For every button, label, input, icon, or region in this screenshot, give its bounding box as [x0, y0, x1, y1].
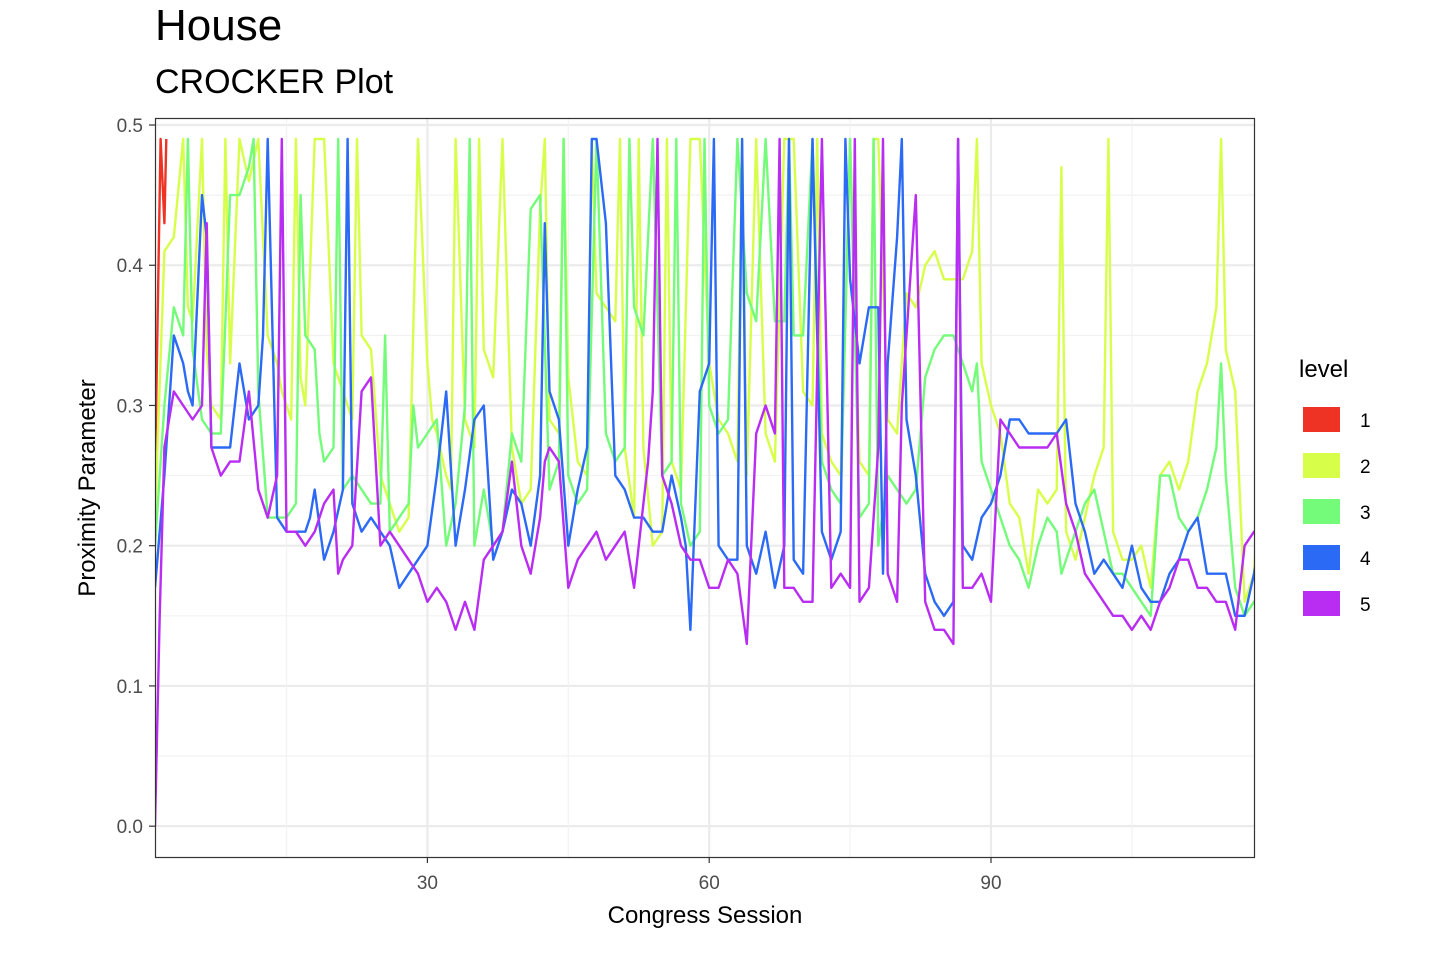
- y-tick-label: 0.5: [117, 116, 143, 137]
- plot-panel-border: [154, 117, 1256, 859]
- y-tick-label: 0.4: [117, 256, 144, 277]
- series-line-level-2: [155, 137, 1254, 603]
- x-axis-label: Congress Session: [608, 902, 803, 929]
- series-group: [155, 137, 1254, 827]
- series-line-level-1: [155, 137, 168, 476]
- legend-swatch-level-5: [1303, 591, 1340, 616]
- series-lines: [155, 137, 1254, 827]
- legend-swatch-level-4: [1303, 545, 1340, 570]
- series-line-level-5: [155, 137, 1254, 827]
- y-tick-label: 0.1: [117, 677, 143, 698]
- y-axis-label: Proximity Parameter: [74, 379, 101, 596]
- x-tick-label: 60: [699, 873, 720, 894]
- y-tick-label: 0.0: [117, 817, 143, 838]
- legend-label-level-2: 2: [1360, 457, 1371, 478]
- legend-label-level-1: 1: [1360, 411, 1371, 432]
- series-line-level-3: [155, 137, 1254, 617]
- legend-swatch-level-1: [1303, 407, 1340, 432]
- legend-swatch-level-2: [1303, 453, 1340, 478]
- x-tick-label: 30: [417, 873, 438, 894]
- y-tick-label: 0.2: [117, 537, 143, 558]
- legend-label-level-4: 4: [1360, 549, 1371, 570]
- legend-label-level-3: 3: [1360, 503, 1371, 524]
- legend-title: level: [1299, 356, 1348, 383]
- legend-items: 1 2 3 4 5: [1303, 407, 1371, 616]
- x-tick-label: 90: [980, 873, 1001, 894]
- chart-subtitle: CROCKER Plot: [155, 63, 394, 101]
- legend-swatch-level-3: [1303, 499, 1340, 524]
- legend-label-level-5: 5: [1360, 595, 1371, 616]
- y-tick-label: 0.3: [117, 396, 143, 417]
- axis-ticks: 0.0 0.1 0.2 0.3 0.4 0.5 30 60 90: [117, 116, 1002, 894]
- legend: level 1 2 3 4 5: [1299, 356, 1371, 616]
- chart-title: House: [155, 1, 282, 50]
